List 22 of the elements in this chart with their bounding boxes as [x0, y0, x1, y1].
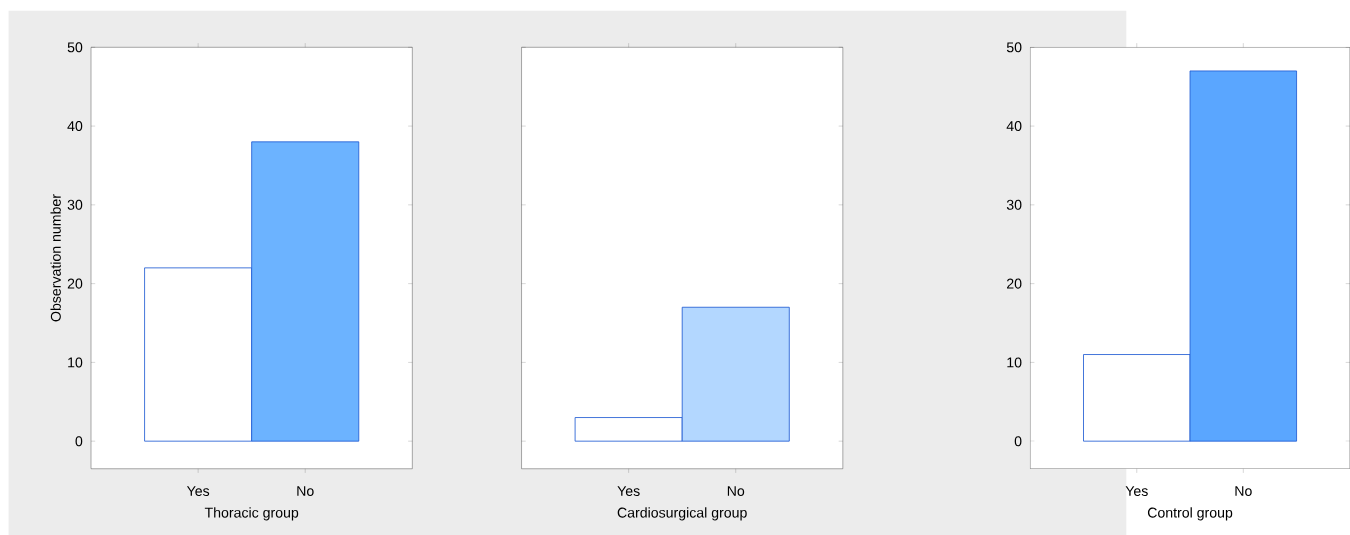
x-axis-title: Cardiosurgical group — [617, 507, 747, 521]
y-tick-label: 20 — [67, 278, 83, 289]
y-tick-label: 50 — [1006, 42, 1022, 53]
y-axis-title: Observation number — [50, 194, 61, 322]
x-tick-label: No — [1235, 486, 1252, 497]
y-tick-label: 30 — [67, 199, 83, 210]
y-tick-label: 0 — [75, 436, 83, 447]
y-tick-label: 40 — [1006, 121, 1022, 132]
x-tick-label: No — [727, 486, 745, 497]
x-tick-label: No — [297, 486, 314, 497]
y-tick-label: 30 — [1006, 199, 1022, 210]
y-tick-label: 20 — [1007, 278, 1022, 289]
x-tick-label: Yes — [617, 486, 640, 497]
y-tick-label: 0 — [1014, 436, 1022, 447]
y-tick-label: 10 — [68, 357, 83, 368]
x-axis-title: Control group — [1147, 507, 1233, 521]
y-tick-label: 40 — [67, 121, 83, 132]
x-tick-label: Yes — [1125, 486, 1148, 497]
y-tick-label: 10 — [1007, 357, 1022, 368]
x-tick-label: Yes — [186, 486, 210, 497]
y-tick-label: 50 — [67, 42, 83, 53]
x-axis-title: Thoracic group — [204, 507, 299, 521]
